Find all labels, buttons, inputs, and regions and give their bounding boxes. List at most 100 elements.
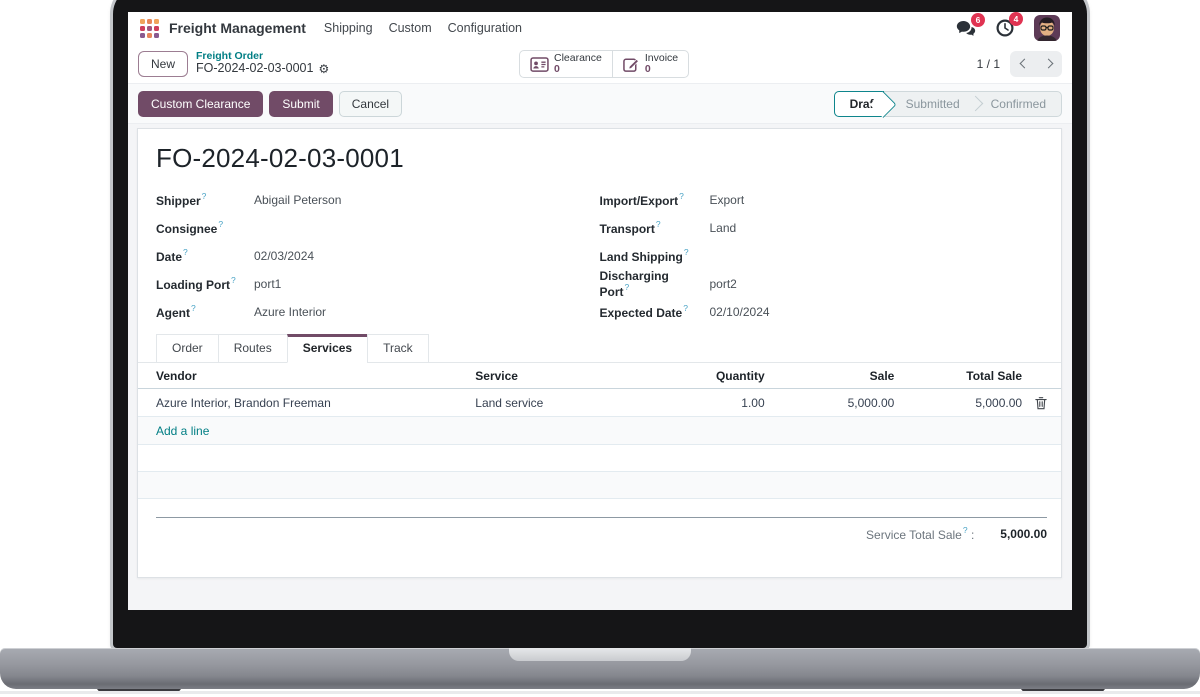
loading-port-value[interactable]: port1 bbox=[254, 277, 282, 291]
clearance-smart-button[interactable]: Clearance 0 bbox=[520, 51, 612, 77]
status-draft[interactable]: Draft bbox=[833, 90, 884, 117]
clearance-label: Clearance bbox=[554, 51, 602, 64]
cancel-button[interactable]: Cancel bbox=[338, 90, 403, 117]
pager-previous-button[interactable] bbox=[1010, 51, 1036, 77]
cell-sale[interactable]: 5,000.00 bbox=[847, 395, 895, 410]
help-icon: ? bbox=[655, 219, 661, 229]
fields-right-column: Import/Export? Export Transport? Land La… bbox=[600, 186, 1044, 326]
date-label: Date? bbox=[156, 247, 188, 264]
menu-configuration[interactable]: Configuration bbox=[447, 21, 522, 35]
header-sale[interactable]: Sale bbox=[869, 368, 895, 383]
edit-invoice-icon bbox=[623, 58, 639, 72]
fields-left-column: Shipper? Abigail Peterson Consignee? Dat… bbox=[156, 186, 600, 326]
shipper-label: Shipper? bbox=[156, 191, 207, 208]
freight-app-window: Freight Management Shipping Custom Confi… bbox=[128, 12, 1072, 610]
new-button[interactable]: New bbox=[138, 50, 189, 77]
expected-date-value[interactable]: 02/10/2024 bbox=[709, 305, 770, 319]
service-total-label: Service Total Sale? : bbox=[866, 525, 975, 542]
content-area: FO-2024-02-03-0001 Shipper? Abigail Pete… bbox=[128, 124, 1072, 610]
record-title[interactable]: FO-2024-02-03-0001 bbox=[156, 143, 404, 173]
pager: 1 / 1 bbox=[976, 50, 1062, 77]
clearance-count: 0 bbox=[554, 63, 560, 75]
help-icon: ? bbox=[201, 191, 207, 201]
surface-shadow bbox=[0, 691, 1200, 694]
cell-service[interactable]: Land service bbox=[475, 395, 544, 410]
smart-buttons: Clearance 0 Invoice 0 bbox=[519, 50, 690, 78]
apps-menu-icon[interactable] bbox=[140, 18, 159, 38]
cell-vendor[interactable]: Azure Interior, Brandon Freeman bbox=[156, 395, 331, 410]
status-bar: Draft Submitted Confirmed bbox=[833, 90, 1062, 117]
top-navbar: Freight Management Shipping Custom Confi… bbox=[128, 12, 1072, 44]
cell-quantity[interactable]: 1.00 bbox=[741, 395, 765, 410]
help-icon: ? bbox=[624, 282, 630, 292]
header-vendor[interactable]: Vendor bbox=[156, 368, 197, 383]
laptop-screen-bezel: Freight Management Shipping Custom Confi… bbox=[113, 0, 1087, 648]
tab-track[interactable]: Track bbox=[367, 334, 429, 363]
add-a-line-link[interactable]: Add a line bbox=[156, 423, 210, 438]
control-panel: New Freight Order FO-2024-02-03-0001 ⚙ bbox=[128, 44, 1072, 84]
header-quantity[interactable]: Quantity bbox=[715, 368, 765, 383]
menu-shipping[interactable]: Shipping bbox=[323, 21, 373, 35]
tab-order[interactable]: Order bbox=[156, 334, 219, 363]
laptop-base bbox=[0, 648, 1200, 689]
transport-value[interactable]: Land bbox=[709, 221, 737, 235]
agent-label: Agent? bbox=[156, 303, 196, 320]
help-icon: ? bbox=[183, 247, 188, 257]
empty-row bbox=[138, 472, 1061, 499]
header-total-sale[interactable]: Total Sale bbox=[966, 368, 1023, 383]
agent-value[interactable]: Azure Interior bbox=[254, 305, 327, 319]
header-service[interactable]: Service bbox=[475, 368, 518, 383]
service-table-row[interactable]: Azure Interior, Brandon Freeman Land ser… bbox=[138, 389, 1061, 417]
expected-date-label: Expected Date? bbox=[599, 303, 688, 320]
add-line-row: Add a line bbox=[138, 417, 1061, 445]
pager-next-button[interactable] bbox=[1036, 51, 1062, 77]
help-icon: ? bbox=[679, 191, 684, 201]
user-avatar[interactable] bbox=[1034, 15, 1060, 41]
transport-label: Transport? bbox=[599, 219, 661, 236]
action-bar: Custom Clearance Submit Cancel Draft Sub… bbox=[128, 84, 1072, 124]
invoice-label: Invoice bbox=[644, 51, 679, 64]
discharging-port-value[interactable]: port2 bbox=[709, 277, 737, 291]
menu-custom[interactable]: Custom bbox=[388, 21, 432, 35]
loading-port-label: Loading Port? bbox=[156, 275, 236, 292]
help-icon: ? bbox=[683, 303, 688, 313]
service-total-value: 5,000.00 bbox=[1000, 527, 1047, 541]
field-grid: Shipper? Abigail Peterson Consignee? Dat… bbox=[138, 186, 1061, 326]
services-table-header: Vendor Service Quantity Sale Total Sale bbox=[138, 363, 1061, 389]
help-icon: ? bbox=[218, 219, 224, 229]
help-icon: ? bbox=[191, 303, 196, 313]
messages-icon[interactable]: 6 bbox=[956, 12, 985, 37]
delete-row-icon[interactable] bbox=[1035, 396, 1047, 410]
import-export-value[interactable]: Export bbox=[709, 193, 745, 207]
invoice-smart-button[interactable]: Invoice 0 bbox=[611, 51, 688, 77]
chevron-right-icon bbox=[1043, 58, 1053, 69]
notebook-tabs: Order Routes Services Track bbox=[138, 334, 1061, 363]
app-name[interactable]: Freight Management bbox=[169, 20, 306, 36]
breadcrumb: Freight Order FO-2024-02-03-0001 ⚙ bbox=[196, 49, 330, 76]
activities-badge: 4 bbox=[1009, 12, 1023, 26]
submit-button[interactable]: Submit bbox=[269, 90, 333, 117]
gear-icon[interactable]: ⚙ bbox=[318, 61, 330, 76]
help-icon: ? bbox=[231, 275, 236, 285]
tab-routes[interactable]: Routes bbox=[217, 334, 288, 363]
cell-total-sale[interactable]: 5,000.00 bbox=[975, 395, 1023, 410]
tab-services[interactable]: Services bbox=[286, 334, 369, 363]
status-confirmed[interactable]: Confirmed bbox=[990, 96, 1046, 111]
help-icon: ? bbox=[683, 247, 689, 257]
status-submitted[interactable]: Submitted bbox=[905, 96, 960, 111]
laptop-notch bbox=[509, 648, 691, 661]
breadcrumb-model-link[interactable]: Freight Order bbox=[196, 49, 264, 62]
empty-row bbox=[138, 445, 1061, 472]
activities-icon[interactable]: 4 bbox=[996, 12, 1023, 37]
shipper-value[interactable]: Abigail Peterson bbox=[254, 193, 342, 207]
breadcrumb-record: FO-2024-02-03-0001 bbox=[196, 61, 314, 76]
chevron-left-icon bbox=[1019, 58, 1029, 69]
help-icon: ? bbox=[962, 525, 968, 535]
pager-value: 1 / 1 bbox=[976, 56, 1000, 71]
custom-clearance-button[interactable]: Custom Clearance bbox=[138, 90, 264, 117]
consignee-label: Consignee? bbox=[156, 219, 224, 236]
import-export-label: Import/Export? bbox=[599, 191, 684, 208]
date-value[interactable]: 02/03/2024 bbox=[254, 249, 315, 263]
messages-badge: 6 bbox=[971, 12, 985, 27]
